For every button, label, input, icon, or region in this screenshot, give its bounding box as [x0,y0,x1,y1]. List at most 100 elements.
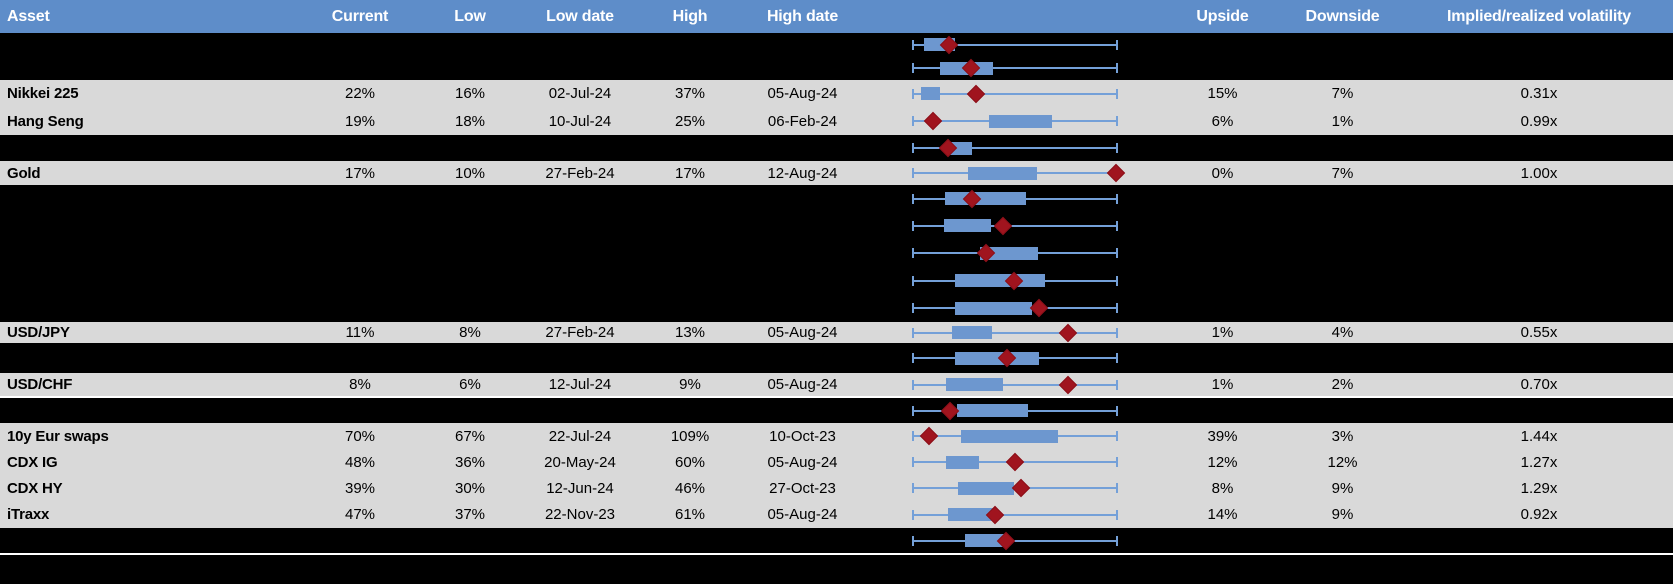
table-row-10y-eur-swaps: 10y Eur swaps 70% 67% 22-Jul-24 109% 10-Oct-2… [0,423,1673,449]
range-boxplot [912,294,1118,322]
cell-high-date: 12-Aug-24 [767,164,838,182]
whisker-low-tick [912,303,914,313]
table-row-nikkei-225: Nikkei 225 22% 16% 02-Jul-24 37% 05-Aug-24 15%… [0,80,1673,107]
whisker-low-tick [912,483,914,493]
range-boxplot [912,161,1126,185]
cell-high: 37% [674,85,706,102]
whisker-high-tick [1116,220,1118,231]
col-header-upside: Upside [1196,7,1249,25]
cell-high: 17% [674,164,706,182]
cell-low-date: 02-Jul-24 [548,85,612,102]
whisker-high-tick [1116,63,1118,73]
whisker-high-tick [1116,327,1118,338]
whisker-high-tick [1116,88,1118,99]
cell-upside: 12% [1207,453,1238,471]
table-body: Nikkei 225 22% 16% 02-Jul-24 37% 05-Aug-24 15%… [0,33,1673,584]
interquartile-box [949,141,973,155]
range-boxplot [912,343,1118,373]
cell-high-date: 05-Aug-24 [767,506,838,523]
cell-upside: 1% [1211,324,1234,341]
cell-downside: 2% [1331,376,1354,393]
whisker-line [913,383,1117,386]
cell-asset: CDX IG [7,453,58,471]
cell-asset: Hang Seng [7,112,84,130]
range-boxplot [912,398,1118,423]
cell-downside: 7% [1331,85,1354,102]
range-boxplot [912,56,1118,80]
cell-high: 25% [674,112,706,130]
cell-low: 30% [454,479,486,497]
col-header-implied-realized-volatility: Implied/realized volatility [1447,7,1631,25]
whisker-line [913,92,1117,95]
whisker-line [913,331,1117,334]
cell-downside: 3% [1331,427,1354,445]
cell-high: 13% [674,324,706,341]
cell-high-date: 05-Aug-24 [767,85,838,102]
col-header-high-date: High date [766,7,839,25]
whisker-high-tick [1116,535,1118,546]
interquartile-box [947,508,995,521]
whisker-low-tick [912,535,914,546]
range-boxplot [912,267,1118,294]
whisker-high-tick [1116,143,1118,153]
table-row-redacted [0,239,1673,267]
current-level-diamond-marker [993,216,1012,235]
range-boxplot [912,528,1118,553]
cell-high: 46% [674,479,706,497]
whisker-high-tick [1116,353,1118,363]
cell-implied-realized-volatility: 0.70x [1520,376,1558,393]
cell-current: 22% [344,85,376,102]
whisker-high-tick [1116,431,1118,441]
cell-high-date: 06-Feb-24 [767,112,838,130]
cell-implied-realized-volatility: 1.44x [1520,427,1558,445]
cell-low: 67% [454,427,486,445]
interquartile-box [944,192,1027,205]
current-level-diamond-marker [924,111,943,131]
whisker-high-tick [1116,457,1118,467]
whisker-high-tick [1116,379,1118,390]
cell-low: 36% [454,453,486,471]
col-header-low: Low [454,7,486,25]
whisker-line [913,147,1117,149]
table-row-redacted [0,135,1673,161]
cell-high-date: 05-Aug-24 [767,453,838,471]
whisker-high-tick [1116,248,1118,258]
whisker-low-tick [912,353,914,363]
cell-high-date: 27-Oct-23 [769,479,836,497]
whisker-high-tick [1116,116,1118,126]
cell-asset: USD/CHF [7,376,73,393]
cell-high-date: 10-Oct-23 [769,427,836,445]
cell-asset: 10y Eur swaps [7,427,109,445]
table-row-usd-chf: USD/CHF 8% 6% 12-Jul-24 9% 05-Aug-24 1% 2% 0.70x [0,373,1673,396]
cell-upside: 15% [1207,85,1238,102]
cell-low-date: 22-Nov-23 [544,506,616,523]
range-boxplot [912,33,1118,56]
whisker-low-tick [912,88,914,99]
table-row-cdx-hy: CDX HY 39% 30% 12-Jun-24 46% 27-Oct-23 8% 9% 1.2… [0,475,1673,501]
whisker-low-tick [912,143,914,153]
whisker-low-tick [912,193,914,204]
interquartile-box [945,378,1003,391]
cell-current: 17% [344,164,376,182]
cell-asset: Nikkei 225 [7,85,79,102]
interquartile-box [968,166,1038,180]
whisker-line [913,539,1117,542]
whisker-high-tick [1116,509,1118,520]
interquartile-box [954,301,1033,315]
cell-asset: CDX HY [7,479,63,497]
cell-high: 60% [674,453,706,471]
table-row-redacted [0,528,1673,553]
interquartile-box [921,87,940,100]
interquartile-box [943,219,992,232]
table-row-usd-jpy: USD/JPY 11% 8% 27-Feb-24 13% 05-Aug-24 1% 4% 0.5… [0,322,1673,343]
table-row-gold: Gold 17% 10% 27-Feb-24 17% 12-Aug-24 0% 7% 1.00x [0,161,1673,185]
whisker-low-tick [912,248,914,258]
cell-upside: 0% [1211,164,1234,182]
range-boxplot [912,107,1118,135]
range-boxplot [912,501,1118,528]
col-header-high: High [672,7,708,25]
range-boxplot [912,475,1118,501]
table-row-redacted [0,185,1673,212]
cell-low-date: 27-Feb-24 [545,164,615,182]
cell-upside: 8% [1211,479,1234,497]
